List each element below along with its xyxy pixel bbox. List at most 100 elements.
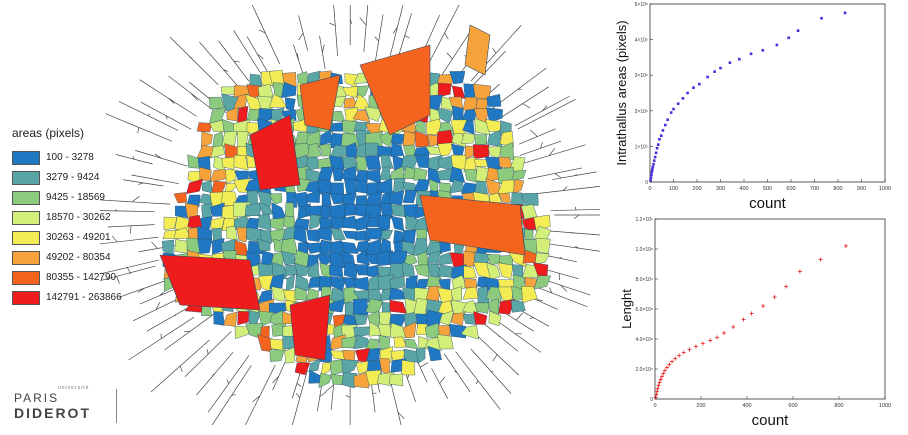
data-point — [658, 137, 661, 141]
legend-label: 18570 - 30262 — [46, 212, 111, 223]
legend-title: areas (pixels) — [12, 126, 85, 140]
plot-frame — [649, 3, 886, 183]
data-point — [715, 335, 720, 340]
data-point — [719, 66, 722, 70]
plot-frame — [654, 218, 886, 400]
x-tick-label: 100 — [669, 186, 678, 192]
x-tick-label: 800 — [833, 186, 842, 192]
data-point — [656, 143, 660, 146]
logo-line2: DIDEROT — [14, 405, 91, 421]
data-point — [661, 371, 666, 376]
legend-label: 30263 - 49201 — [46, 232, 111, 243]
y-tick-label: 4×10⁵ — [635, 38, 648, 44]
data-point — [655, 389, 660, 394]
data-point — [797, 269, 802, 274]
area-legend: areas (pixels) 100 - 3278 3279 - 9424 9425… — [12, 126, 147, 308]
x-tick-label: 600 — [788, 403, 797, 409]
y-tick-label: 1×10⁵ — [635, 144, 648, 150]
data-point — [649, 176, 653, 180]
legend-swatch — [12, 210, 40, 225]
data-point — [772, 295, 777, 299]
data-point — [843, 244, 848, 248]
data-point — [657, 380, 662, 385]
data-point — [669, 111, 673, 114]
data-point — [662, 368, 667, 373]
legend-label: 3279 - 9424 — [46, 172, 100, 183]
legend-item: 18570 - 30262 — [12, 208, 147, 227]
legend-swatch — [12, 270, 40, 285]
x-tick-label: 400 — [739, 186, 748, 192]
data-point — [651, 165, 655, 169]
data-point — [749, 311, 754, 316]
legend-label: 80355 - 142790 — [46, 272, 117, 283]
y-tick-label: 3×10⁵ — [635, 73, 648, 79]
data-point — [796, 29, 800, 32]
y-tick-label: 1.0×10⁶ — [636, 247, 654, 253]
data-point — [653, 155, 657, 159]
data-point — [652, 162, 655, 166]
x-axis-label: count — [749, 195, 787, 212]
legend-label: 9425 - 18569 — [46, 192, 105, 203]
legend-item: 142791 - 263866 — [12, 288, 147, 307]
data-point — [708, 338, 713, 343]
data-point — [692, 86, 695, 89]
x-axis-label: count — [752, 412, 790, 429]
x-tick-label: 1000 — [879, 403, 891, 409]
data-point — [687, 347, 692, 352]
data-point — [656, 383, 661, 388]
data-point — [655, 386, 660, 391]
y-tick-label: 2.0×10⁵ — [635, 367, 653, 373]
data-point — [761, 304, 766, 308]
data-point — [673, 356, 678, 361]
data-point — [663, 123, 667, 127]
map-large-cells — [159, 24, 526, 361]
logo-small-text: université — [58, 385, 90, 391]
data-point — [672, 107, 675, 111]
data-point — [650, 170, 654, 174]
data-point — [713, 70, 716, 73]
data-point — [677, 353, 682, 358]
data-point — [738, 57, 741, 61]
legend-item: 30263 - 49201 — [12, 228, 147, 247]
legend-item: 9425 - 18569 — [12, 188, 147, 207]
data-point — [706, 75, 709, 79]
x-tick-label: 700 — [810, 186, 819, 192]
data-point — [649, 178, 652, 182]
x-tick-label: 1000 — [879, 186, 891, 192]
data-point — [761, 48, 765, 52]
data-point — [784, 284, 789, 289]
data-point — [667, 362, 672, 367]
paris-diderot-logo: université PARIS DIDEROT — [14, 385, 124, 425]
legend-swatch — [12, 250, 40, 265]
legend-item: 3279 - 9424 — [12, 168, 147, 187]
data-point — [658, 377, 663, 382]
data-point — [661, 129, 665, 132]
y-tick-label: 0 — [645, 180, 648, 186]
mycelium-area-map — [100, 5, 600, 425]
data-point — [722, 331, 726, 335]
y-tick-label: 4.0×10⁵ — [635, 337, 653, 343]
data-point — [818, 257, 823, 262]
data-point — [686, 91, 689, 95]
data-point — [659, 374, 664, 379]
legend-label: 49202 - 80354 — [46, 252, 111, 263]
data-point — [731, 325, 736, 329]
logo-line1: PARIS — [14, 391, 60, 405]
data-point — [676, 102, 680, 105]
legend-swatch — [12, 290, 40, 305]
data-point — [659, 134, 663, 138]
y-tick-label: 2×10⁵ — [635, 109, 648, 115]
y-tick-label: 0 — [650, 397, 653, 403]
legend-swatch — [12, 170, 40, 185]
y-tick-label: 1.2×10⁶ — [636, 217, 654, 223]
length-vs-count-chart: 0 200 400 600 800 1000 0 2.0×10⁵ 4.0×10⁵ 6.0×10⁵ 8… — [619, 217, 891, 429]
y-axis-label: Intrathallus areas (pixels) — [614, 20, 629, 165]
legend-label: 100 - 3278 — [46, 152, 94, 163]
data-point — [651, 168, 654, 171]
x-tick-label: 200 — [696, 403, 705, 409]
legend-swatch — [12, 230, 40, 245]
data-point — [681, 350, 686, 355]
data-point — [655, 146, 659, 150]
x-tick-label: 300 — [716, 186, 725, 192]
data-point — [698, 82, 701, 86]
